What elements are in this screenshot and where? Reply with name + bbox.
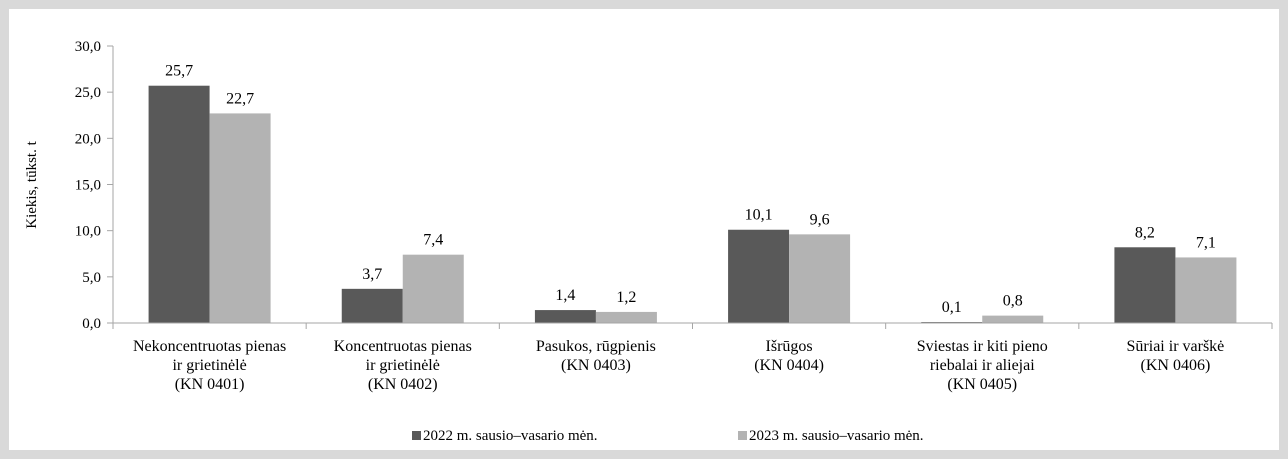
bar-series-1 xyxy=(341,288,403,323)
x-category-label-line: riebalai ir aliejai xyxy=(930,357,1035,374)
data-label: 22,7 xyxy=(226,90,254,107)
y-tick-label: 25,0 xyxy=(75,85,101,101)
x-category-label-line: (KN 0406) xyxy=(1141,357,1211,374)
legend-swatch-2 xyxy=(738,431,747,440)
data-label: 1,2 xyxy=(616,289,636,306)
bar-series-2 xyxy=(595,311,657,323)
bar-series-1 xyxy=(728,229,790,323)
x-axis: Nekoncentruotas pienas ir grietinėlė (KN 0… xyxy=(112,322,1273,393)
x-category-label-line: (KN 0401) xyxy=(175,376,245,393)
x-category-label-line: Pasukos, rūgpienis xyxy=(536,338,656,355)
data-label: 9,6 xyxy=(810,211,830,228)
x-category-label-line: Nekoncentruotas pienas xyxy=(133,338,286,355)
bars: 25,7 22,7 3,7 7,4 1,4 1,2 10,1 9,6 0,1 0,8 8,2 7,1 xyxy=(148,63,1237,323)
data-label: 10,1 xyxy=(745,207,773,224)
y-tick-label: 15,0 xyxy=(75,178,101,194)
legend-label-2: 2023 m. sausio–vasario mėn. xyxy=(749,428,924,444)
data-label: 1,4 xyxy=(555,287,575,304)
data-label: 25,7 xyxy=(165,63,193,80)
bar-series-2 xyxy=(1175,257,1237,323)
x-category-label-line: Sūriai ir varškė xyxy=(1127,338,1225,355)
x-category-label: Pasukos, rūgpienis (KN 0403) xyxy=(536,338,656,374)
x-category-label: Koncentruotas pienas ir grietinėlė (KN 040… xyxy=(334,338,472,393)
y-tick-label: 5,0 xyxy=(82,270,101,286)
bar-series-1 xyxy=(1114,247,1176,323)
y-tick-label: 10,0 xyxy=(75,224,101,240)
data-label: 0,1 xyxy=(942,299,962,316)
x-category-label-line: Sviestas ir kiti pieno xyxy=(917,338,1048,355)
bar-series-2 xyxy=(209,113,271,323)
y-tick-label: 20,0 xyxy=(75,131,101,147)
x-category-label-line: (KN 0402) xyxy=(368,376,438,393)
data-label: 7,1 xyxy=(1196,234,1216,251)
x-category-label-line: Išrūgos xyxy=(766,338,813,355)
y-tick-label: 30,0 xyxy=(75,39,101,55)
x-category-label-line: Koncentruotas pienas xyxy=(334,338,472,355)
bar-series-2 xyxy=(789,234,851,323)
data-label: 7,4 xyxy=(423,232,443,249)
x-category-label-line: ir grietinėlė xyxy=(366,357,440,374)
legend-label-1: 2022 m. sausio–vasario mėn. xyxy=(423,428,598,444)
x-category-label-line: (KN 0403) xyxy=(561,357,631,374)
x-category-label-line: ir grietinėlė xyxy=(172,357,246,374)
bar-series-2 xyxy=(982,315,1044,323)
x-category-label: Nekoncentruotas pienas ir grietinėlė (KN 0… xyxy=(133,338,286,393)
x-category-label: Išrūgos (KN 0404) xyxy=(754,338,824,374)
bar-series-1 xyxy=(534,310,596,323)
data-label: 0,8 xyxy=(1003,293,1023,310)
x-category-label: Sviestas ir kiti pieno riebalai ir alieja… xyxy=(917,338,1048,393)
data-label: 8,2 xyxy=(1135,224,1155,241)
bar-series-2 xyxy=(402,254,464,323)
y-axis-label: Kiekis, tūkst. t xyxy=(24,140,40,228)
x-category-label-line: (KN 0405) xyxy=(947,376,1017,393)
y-axis: 0,0 5,0 10,0 15,0 20,0 25,0 30,0 xyxy=(75,39,114,332)
legend: 2022 m. sausio–vasario mėn. 2023 m. sausi… xyxy=(412,428,924,444)
data-label: 3,7 xyxy=(362,266,382,283)
legend-swatch-1 xyxy=(412,431,421,440)
y-tick-label: 0,0 xyxy=(82,316,101,332)
bar-series-1 xyxy=(148,85,210,323)
x-category-label: Sūriai ir varškė (KN 0406) xyxy=(1127,338,1225,374)
x-category-label-line: (KN 0404) xyxy=(754,357,824,374)
